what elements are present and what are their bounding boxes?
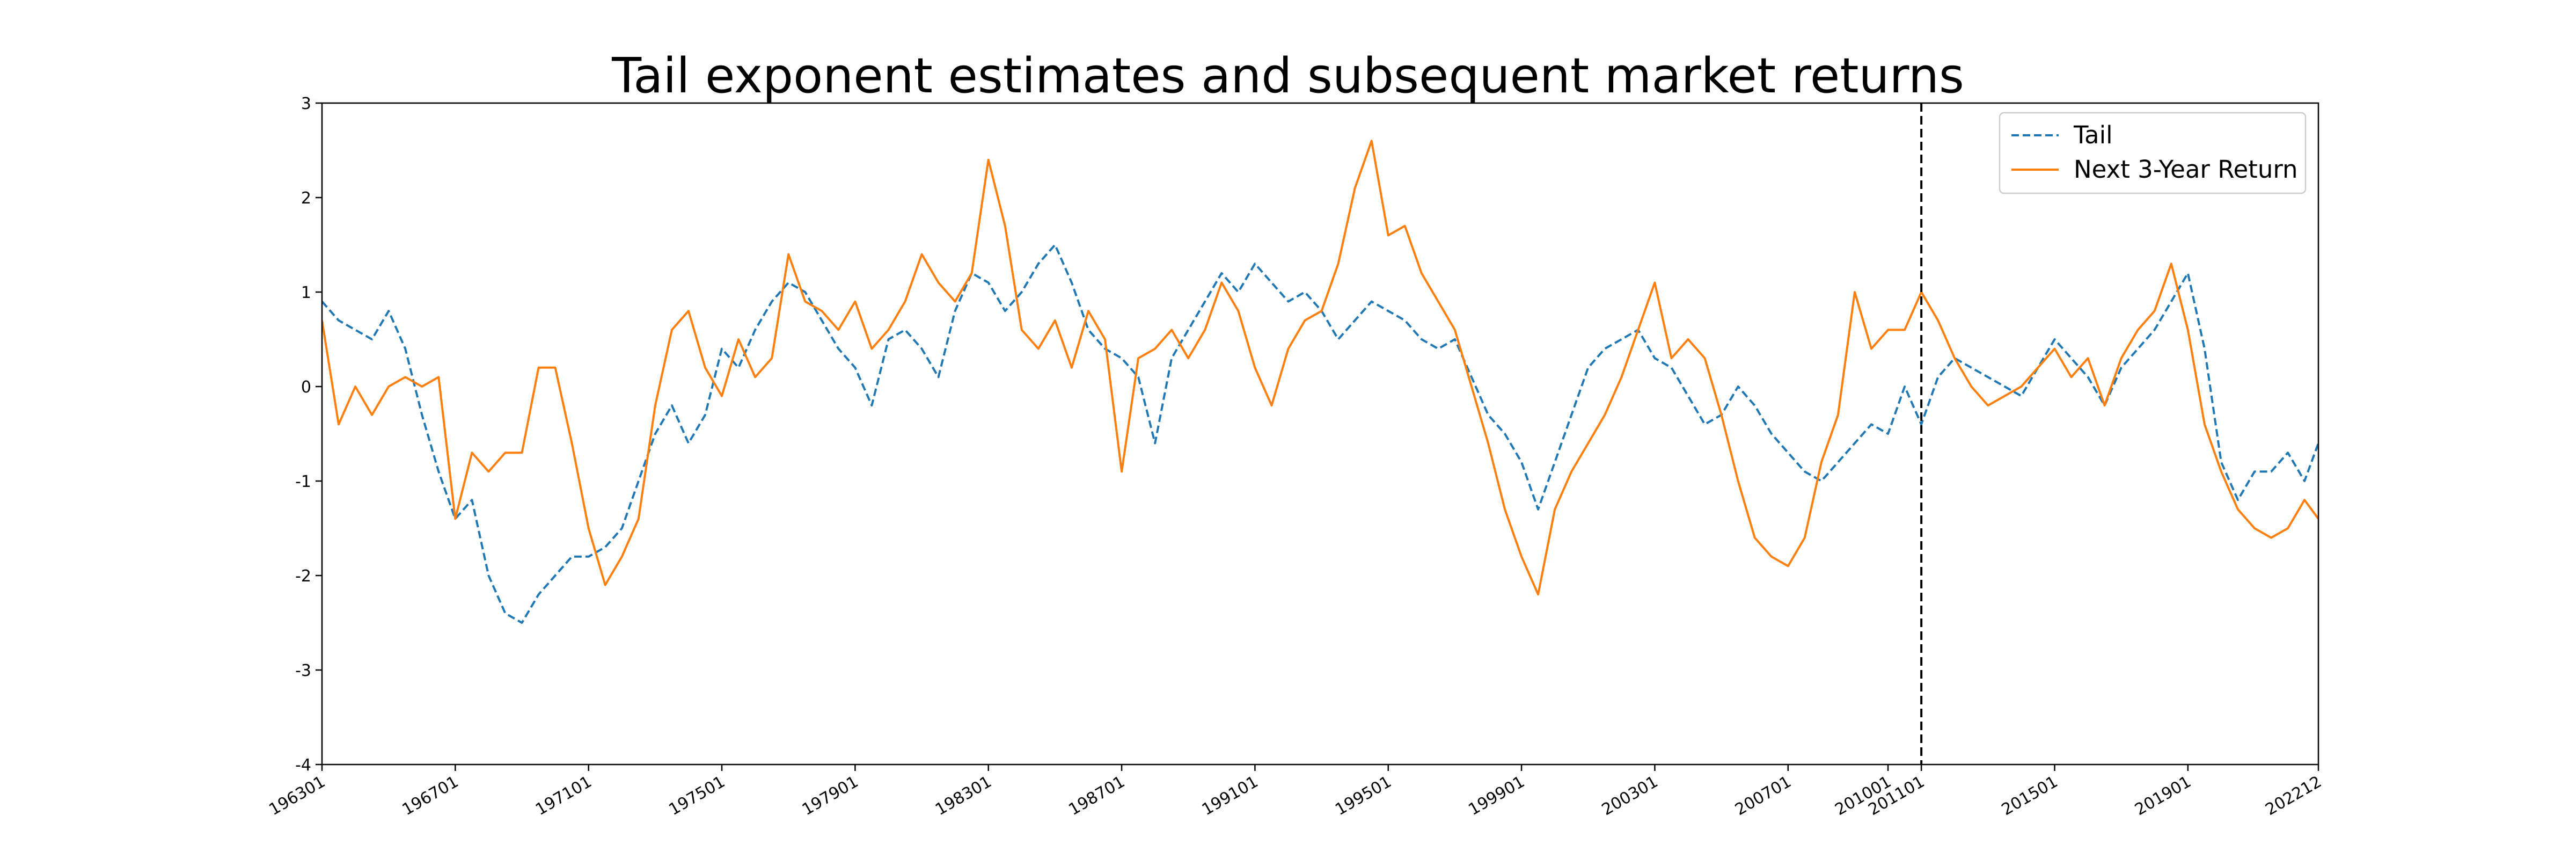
x-tick-label: 199501	[1332, 773, 1395, 820]
plot-area	[322, 103, 2318, 765]
y-tick-label: 0	[301, 378, 311, 397]
x-tick-label: 197901	[799, 773, 862, 820]
x-tick-label: 197101	[532, 773, 595, 820]
x-tick-label: 201501	[1999, 773, 2061, 820]
y-tick-label: 2	[301, 189, 311, 208]
chart-title: Tail exponent estimates and subsequent m…	[611, 48, 1964, 104]
x-tick-label: 199101	[1199, 773, 1262, 820]
x-tick-label: 202212	[2262, 773, 2325, 820]
x-tick-label: 196301	[266, 773, 328, 820]
x-tick-label: 198301	[932, 773, 995, 820]
legend-box	[1999, 112, 2307, 194]
y-tick-label: -3	[295, 661, 311, 680]
y-tick-label: 3	[301, 94, 311, 113]
x-tick-label: 197501	[665, 773, 728, 820]
x-tick-label: 201901	[2132, 773, 2194, 820]
x-tick-label: 199901	[1465, 773, 1528, 820]
y-tick-label: -1	[295, 472, 311, 491]
legend: Tail Next 3-Year Return	[1999, 112, 2307, 194]
x-tick-label: 198701	[1065, 773, 1128, 820]
x-tick-label: 200301	[1599, 773, 1662, 820]
series-line-next-3-year-return	[322, 140, 2318, 596]
series-line-tail	[322, 244, 2318, 624]
legend-label-tail: Tail	[2073, 121, 2113, 149]
legend-label-next-3-year-return: Next 3-Year Return	[2074, 155, 2298, 184]
plot-frame	[321, 102, 2319, 766]
x-tick-label: 200701	[1732, 773, 1795, 820]
x-tick-label: 196701	[399, 773, 462, 820]
y-tick-label: -2	[295, 567, 311, 586]
y-tick-label: -4	[295, 756, 311, 775]
y-tick-label: 1	[301, 283, 311, 302]
